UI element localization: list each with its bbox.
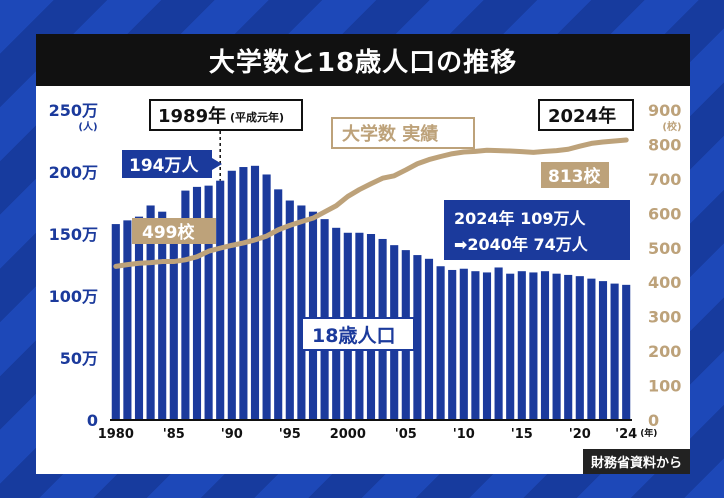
population-bars <box>111 165 631 420</box>
univ-end-box <box>541 162 609 188</box>
chart-axes: 0 50万 100万 150万 200万 250万(人) 0 100 200 300 400 500 6… <box>49 101 682 442</box>
y-right-tick-label: 200 <box>648 342 681 361</box>
y-right-tick-label: 600 <box>648 204 681 223</box>
y-right-tick-label: 400 <box>648 273 681 292</box>
forecast-line-2: ➡2040年 74万人 <box>454 235 589 254</box>
callout-1989-sub: (平成元年) <box>230 110 284 124</box>
x-tick-label: '15 <box>511 427 533 442</box>
peak-pop-label: 194万人 <box>129 156 199 176</box>
population-bar-2019 <box>564 274 573 420</box>
peak-pop-pointer <box>212 158 222 170</box>
x-tick-label: '85 <box>163 427 185 442</box>
population-bar-2016 <box>529 272 538 420</box>
callout-2024-year: 2024年 <box>548 105 616 127</box>
pop-series-box <box>301 317 415 351</box>
population-bar-2011 <box>471 271 480 420</box>
population-bar-1997 <box>308 211 318 420</box>
population-bar-2020 <box>575 276 584 420</box>
y-right-tick-label: 0 <box>648 411 659 430</box>
y-right-tick-label: 500 <box>648 239 681 258</box>
population-bar-2013 <box>494 267 503 420</box>
population-bar-1988 <box>204 185 213 420</box>
y-right-tick-label: 100 <box>648 377 681 396</box>
population-bar-2008 <box>436 266 445 420</box>
universities-line <box>113 137 629 269</box>
y-right-tick-label: 300 <box>648 308 681 327</box>
peak-pop-box <box>122 150 212 178</box>
population-bar-2022 <box>598 281 608 420</box>
population-bar-1996 <box>297 205 306 420</box>
univ-end-label: 813校 <box>548 166 601 187</box>
x-tick-label: '24 <box>615 427 637 442</box>
population-bar-2010 <box>459 268 468 420</box>
page-title: 大学数と18歳人口の推移 <box>36 34 690 86</box>
population-bar-1980 <box>111 224 120 420</box>
population-bar-2015 <box>517 271 526 420</box>
population-bar-1993 <box>262 174 271 420</box>
y-right-unit: (校) <box>662 120 681 133</box>
univ-start-label: 499校 <box>142 222 195 243</box>
callout-1989-year: 1989年 <box>158 105 226 127</box>
population-bar-1991 <box>239 167 248 420</box>
x-tick-label: '95 <box>279 427 301 442</box>
population-bar-2006 <box>413 255 422 420</box>
population-bar-2012 <box>482 272 492 420</box>
x-tick-label: 1980 <box>98 427 134 442</box>
population-bar-1985 <box>169 226 178 420</box>
population-bar-1989 <box>216 180 225 420</box>
x-tick-label: 2000 <box>330 427 366 442</box>
callout-2024-box <box>538 99 634 131</box>
callout-1989-box <box>149 99 303 131</box>
population-bar-2021 <box>587 278 596 420</box>
y-left-tick-label: 100万 <box>49 287 98 306</box>
population-bar-2007 <box>424 258 434 420</box>
x-tick-label: '20 <box>569 427 591 442</box>
x-tick-label: '10 <box>453 427 475 442</box>
population-bar-2023 <box>610 283 619 420</box>
x-tick-label: '05 <box>395 427 417 442</box>
population-bar-1992 <box>250 165 260 420</box>
x-axis-unit: (年) <box>640 427 657 439</box>
population-bar-1986 <box>181 190 190 420</box>
population-bar-2024 <box>622 284 631 420</box>
population-bar-1990 <box>227 170 236 420</box>
y-right-tick-label: 700 <box>648 170 681 189</box>
y-left-tick-label: 250万 <box>49 101 98 120</box>
y-right-tick-label: 800 <box>648 135 681 154</box>
population-bar-1995 <box>285 200 294 420</box>
y-left-tick-label: 50万 <box>60 349 98 368</box>
univ-start-box <box>132 218 216 244</box>
univ-series-label: 大学数 実績 <box>342 123 438 145</box>
population-bar-1981 <box>123 220 132 420</box>
y-left-tick-label: 150万 <box>49 225 98 244</box>
y-left-unit: (人) <box>78 120 97 133</box>
population-bar-1983 <box>146 205 155 420</box>
population-bar-1994 <box>274 189 283 420</box>
population-bar-2009 <box>448 269 457 420</box>
source-note: 財務省資料から <box>582 449 690 474</box>
x-tick-label: '90 <box>221 427 243 442</box>
y-left-tick-label: 200万 <box>49 163 98 182</box>
pop-series-label: 18歳人口 <box>312 325 395 347</box>
population-bar-2014 <box>506 273 515 420</box>
population-bar-1982 <box>134 216 144 420</box>
population-bar-2018 <box>552 273 561 420</box>
population-bar-1984 <box>158 211 167 420</box>
univ-series-box <box>331 117 475 149</box>
y-right-tick-label: 900 <box>648 101 681 120</box>
population-bar-1987 <box>192 186 202 420</box>
forecast-line-1: 2024年 109万人 <box>454 209 587 228</box>
forecast-box <box>444 200 630 260</box>
population-bar-2017 <box>540 271 550 420</box>
y-left-tick-label: 0 <box>87 411 98 430</box>
